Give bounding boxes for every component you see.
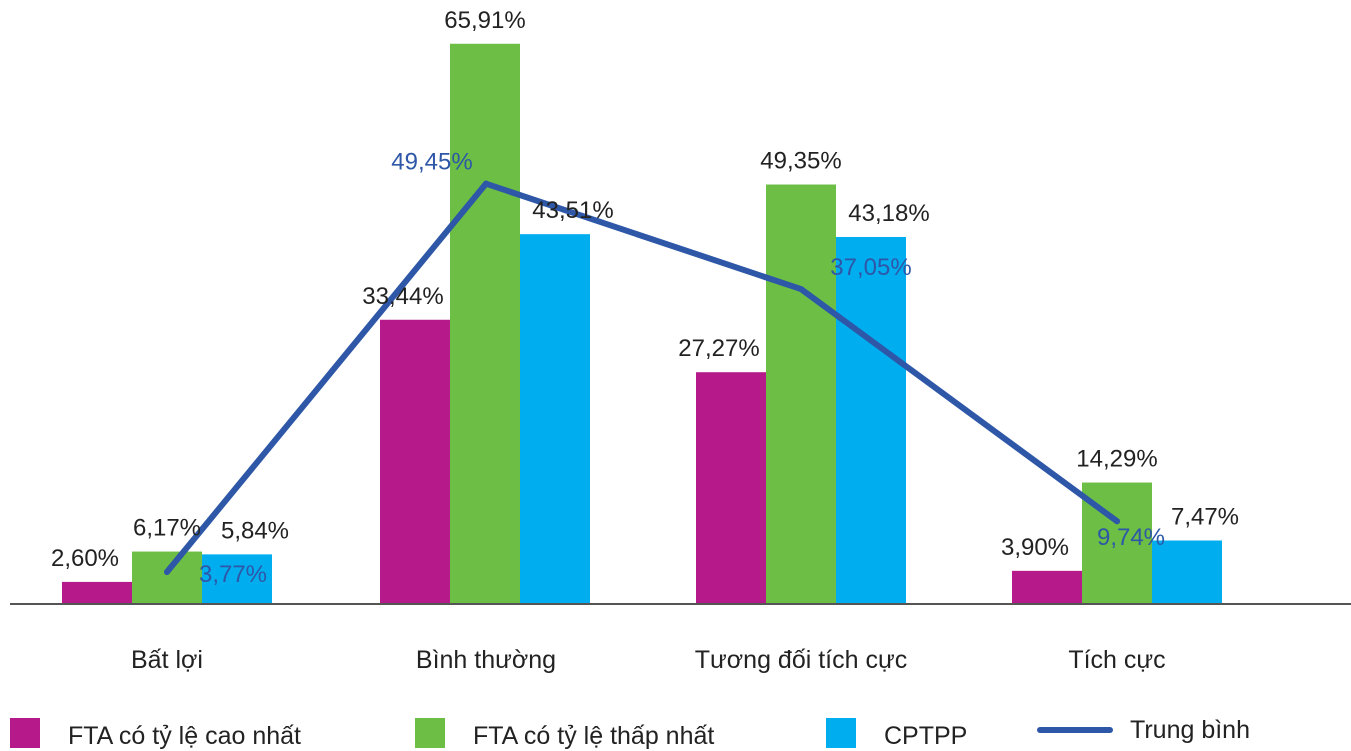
data-label-cptpp-tich-cuc: 7,47% xyxy=(1171,504,1239,531)
avg-label-bat-loi: 3,77% xyxy=(199,561,267,588)
bar-cptpp-tich-cuc xyxy=(1152,540,1222,604)
legend-swatch-fta-co-ty-le-thap-nhat xyxy=(415,718,445,748)
category-label-bat-loi: Bất lợi xyxy=(131,646,203,674)
bar-fta-co-ty-le-cao-nhat-tuong-doi-tich-cuc xyxy=(696,372,766,604)
data-label-fta-co-ty-le-thap-nhat-tich-cuc: 14,29% xyxy=(1076,446,1157,473)
data-labels-layer: 2,60% 33,44% 27,27% 3,90% 6,17% 65,91% 49,35% 1… xyxy=(51,7,1239,588)
data-label-fta-co-ty-le-cao-nhat-tuong-doi-tich-cuc: 27,27% xyxy=(678,335,759,362)
line-trung-binh xyxy=(164,180,1120,575)
legend-swatch-cptpp xyxy=(826,718,856,748)
bar-fta-co-ty-le-thap-nhat-bat-loi xyxy=(132,551,202,604)
legend-label-fta-co-ty-le-thap-nhat: FTA có tỷ lệ thấp nhất xyxy=(473,722,714,750)
bar-fta-co-ty-le-cao-nhat-bat-loi xyxy=(62,581,132,604)
bar-fta-co-ty-le-thap-nhat-binh-thuong xyxy=(450,43,520,604)
data-label-fta-co-ty-le-cao-nhat-binh-thuong: 33,44% xyxy=(362,283,443,310)
avg-label-tuong-doi-tich-cuc: 37,05% xyxy=(830,254,911,281)
bar-fta-co-ty-le-cao-nhat-tich-cuc xyxy=(1012,570,1082,604)
average-line-layer xyxy=(164,180,1120,575)
bar-fta-co-ty-le-thap-nhat-tuong-doi-tich-cuc xyxy=(766,184,836,604)
legend-swatch-fta-co-ty-le-cao-nhat xyxy=(10,718,40,748)
data-label-fta-co-ty-le-cao-nhat-tich-cuc: 3,90% xyxy=(1001,534,1069,561)
avg-label-tich-cuc: 9,74% xyxy=(1097,524,1165,551)
data-label-cptpp-tuong-doi-tich-cuc: 43,18% xyxy=(848,200,929,227)
bar-cptpp-binh-thuong xyxy=(520,234,590,605)
data-label-fta-co-ty-le-thap-nhat-binh-thuong: 65,91% xyxy=(444,7,525,34)
data-label-cptpp-bat-loi: 5,84% xyxy=(221,517,289,544)
line-point-tuong-doi-tich-cuc xyxy=(798,286,804,293)
data-label-cptpp-binh-thuong: 43,51% xyxy=(532,197,613,224)
line-point-bat-loi xyxy=(164,568,170,575)
category-label-binh-thuong: Bình thường xyxy=(416,646,556,674)
legend: FTA có tỷ lệ cao nhất FTA có tỷ lệ thấp n… xyxy=(10,716,1250,750)
category-label-tuong-doi-tich-cuc: Tương đối tích cực xyxy=(695,646,907,674)
legend-label-trung-binh: Trung bình xyxy=(1130,716,1250,744)
data-label-fta-co-ty-le-thap-nhat-tuong-doi-tich-cuc: 49,35% xyxy=(760,148,841,175)
bar-cptpp-tuong-doi-tich-cuc xyxy=(836,236,906,604)
legend-label-fta-co-ty-le-cao-nhat: FTA có tỷ lệ cao nhất xyxy=(68,722,301,750)
bars-layer xyxy=(62,43,1222,605)
data-label-fta-co-ty-le-thap-nhat-bat-loi: 6,17% xyxy=(133,515,201,542)
avg-label-binh-thuong: 49,45% xyxy=(391,149,472,176)
bar-fta-co-ty-le-cao-nhat-binh-thuong xyxy=(380,319,450,604)
legend-label-cptpp: CPTPP xyxy=(884,722,967,750)
line-point-tich-cuc xyxy=(1114,518,1120,525)
category-label-tich-cuc: Tích cực xyxy=(1068,646,1165,674)
bar-cptpp-bat-loi xyxy=(202,554,272,604)
data-label-fta-co-ty-le-cao-nhat-bat-loi: 2,60% xyxy=(51,545,119,572)
line-point-binh-thuong xyxy=(483,180,489,187)
category-labels-layer: Bất lợi Bình thường Tương đối tích cực Tích… xyxy=(131,646,1166,674)
